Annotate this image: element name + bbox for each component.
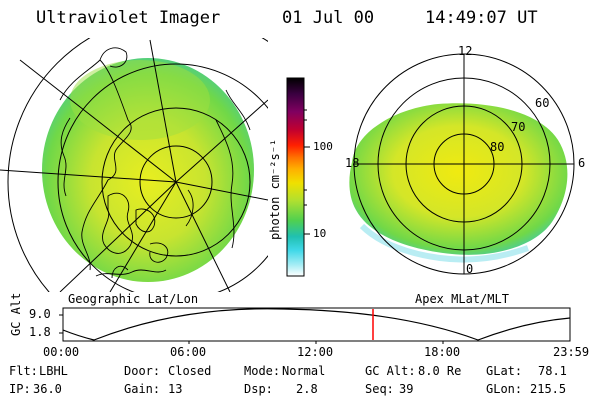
instrument-title: Ultraviolet Imager [36, 8, 221, 28]
alt-tick-max: 9.0 [29, 307, 51, 321]
glon-label: GLon: [486, 382, 523, 396]
gc-alt-value: 8.0 Re [418, 364, 462, 378]
altitude-plot [59, 307, 571, 344]
door-label: Door: [124, 364, 161, 378]
alt-tick-min: 1.8 [29, 325, 51, 339]
altitude-axis-label: GC Alt [9, 293, 23, 336]
dsp-label: Dsp: [244, 382, 273, 396]
mlt-label-18: 18 [345, 156, 360, 170]
ip-label: IP: [9, 382, 31, 396]
mlat-label-70: 70 [511, 120, 526, 134]
colorbar-tick-100: 100 [313, 140, 333, 153]
glon-value: 215.5 [530, 382, 567, 396]
seq-label: Seq: [365, 382, 394, 396]
gain-label: Gain: [124, 382, 161, 396]
filter-value: LBHL [39, 364, 68, 378]
geographic-grid [0, 38, 268, 292]
altitude-curve [62, 308, 571, 341]
filter-label: Flt: [9, 364, 38, 378]
glat-value: 78.1 [538, 364, 567, 378]
magnetic-image-panel [349, 53, 575, 275]
date-label: 01 Jul 00 [282, 8, 375, 28]
dsp-value: 2.8 [296, 382, 318, 396]
seq-value: 39 [399, 382, 414, 396]
magnetic-caption: Apex MLat/MLT [415, 292, 509, 306]
auroral-emission-right [349, 103, 568, 255]
mlat-label-80: 80 [490, 140, 505, 154]
gain-value: 13 [168, 382, 183, 396]
door-value: Closed [168, 364, 212, 378]
mlat-label-60: 60 [535, 96, 550, 110]
colorbar [286, 77, 305, 277]
time-tick-0000: 00:00 [43, 345, 80, 359]
time-tick-2359: 23:59 [553, 345, 590, 359]
geographic-image-panel [0, 38, 268, 292]
colorbar-unit-label: photon cm⁻²s⁻¹ [268, 139, 282, 240]
mode-value: Normal [282, 364, 326, 378]
time-tick-0600: 06:00 [170, 345, 207, 359]
colorbar-tick-10: 10 [313, 227, 327, 240]
gc-alt-label: GC Alt: [365, 364, 416, 378]
glat-label: GLat: [486, 364, 523, 378]
time-tick-1200: 12:00 [297, 345, 334, 359]
mlt-label-0: 0 [466, 262, 474, 276]
time-label: 14:49:07 UT [425, 8, 538, 28]
ip-value: 36.0 [33, 382, 62, 396]
mode-label: Mode: [244, 364, 281, 378]
geographic-caption: Geographic Lat/Lon [68, 292, 199, 306]
mlt-label-6: 6 [578, 156, 586, 170]
time-tick-1800: 18:00 [424, 345, 461, 359]
mlt-label-12: 12 [458, 44, 473, 58]
